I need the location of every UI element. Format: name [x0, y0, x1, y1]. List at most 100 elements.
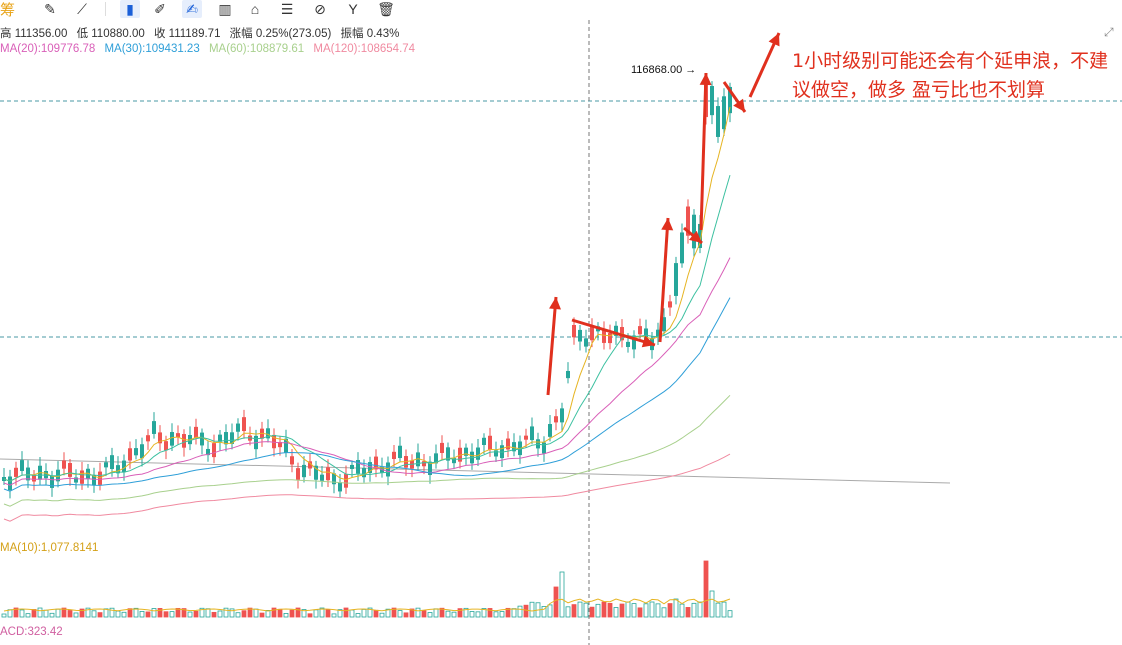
candle-body	[62, 460, 66, 469]
fullscreen-icon[interactable]: ⤢	[1104, 25, 1114, 39]
candle-body	[8, 476, 12, 491]
draw-tool-icon[interactable]: ⟋	[77, 0, 87, 17]
candle-body	[440, 442, 444, 453]
candle-body	[80, 470, 84, 484]
candle-body	[554, 416, 558, 423]
filter-icon[interactable]: Y	[348, 1, 358, 17]
ma-info-row: MA(20):109776.78 MA(30):109431.23 MA(60)…	[0, 43, 421, 55]
volume-bar	[391, 607, 397, 618]
candle-body	[482, 437, 486, 445]
annotation-arrowhead	[549, 297, 562, 310]
candle-body	[290, 456, 294, 465]
ohlc-info-row: 高 111356.00 低 110880.00 收 111189.71 涨幅 0…	[0, 25, 405, 41]
candle-body	[200, 432, 204, 446]
candle-body	[614, 325, 618, 336]
volume-bar	[109, 607, 115, 618]
volume-bar	[7, 609, 13, 618]
candle-body	[32, 475, 36, 482]
volume-bar	[601, 601, 607, 618]
volume-bar	[595, 603, 601, 618]
volume-bar	[139, 610, 145, 618]
candle-body	[572, 324, 576, 338]
trading-label: 筹	[0, 2, 16, 19]
candle-body	[716, 106, 720, 137]
annotation-arrow	[571, 318, 656, 347]
volume-bar	[127, 608, 133, 618]
volume-bar	[133, 607, 139, 618]
volume-bar	[97, 612, 103, 618]
candle-body	[434, 453, 438, 464]
high-value: 高 111356.00	[0, 28, 68, 40]
candle-body	[644, 328, 648, 341]
candle-body	[416, 452, 420, 467]
volume-ma-label: MA(10):1,077.8141	[0, 542, 99, 554]
candle-body	[446, 447, 450, 461]
volume-bar	[613, 607, 619, 618]
volume-bar	[289, 609, 295, 618]
candle-body	[602, 329, 606, 343]
volume-bar	[439, 607, 445, 618]
volume-bar	[343, 607, 349, 618]
candle-body	[242, 417, 246, 432]
candle-body	[722, 96, 726, 130]
ma30-line	[3, 297, 731, 492]
macd-label: ACD:323.42	[0, 626, 63, 638]
volume-bar	[643, 603, 649, 618]
volume-bar	[271, 607, 277, 618]
volume-bar	[655, 603, 661, 618]
volume-bar	[349, 609, 355, 618]
volume-bar	[679, 603, 685, 618]
volume-bar	[1, 613, 7, 618]
volume-bar	[217, 610, 223, 618]
link-icon[interactable]: ⊘	[314, 0, 326, 17]
volume-bar	[409, 608, 415, 618]
ma120-line	[3, 453, 731, 522]
volume-bar	[265, 610, 271, 618]
volume-bar	[211, 611, 217, 618]
brush-icon[interactable]: ✍	[182, 0, 202, 18]
candle-body	[68, 463, 72, 477]
candle-type-icon[interactable]: ▥	[218, 0, 232, 17]
candle-body	[728, 86, 732, 114]
bookmark-icon[interactable]: ▮	[120, 0, 140, 18]
ma30-value: MA(30):109431.23	[104, 43, 200, 55]
candle-body	[680, 232, 684, 264]
note-tool-icon[interactable]: ✎	[44, 0, 56, 17]
volume-bar	[487, 608, 493, 618]
candle-body	[710, 86, 714, 116]
volume-bar	[553, 586, 559, 618]
candle-body	[338, 482, 342, 492]
volume-bar	[145, 611, 151, 618]
amplitude-value: 振幅 0.43%	[340, 28, 400, 40]
candle-body	[692, 214, 696, 249]
template-icon[interactable]: ☰	[280, 0, 294, 17]
candle-body	[656, 329, 660, 337]
candle-body	[662, 317, 666, 332]
volume-bar	[13, 607, 19, 618]
volume-bar	[205, 608, 211, 618]
volume-bar	[637, 607, 643, 618]
volume-bar	[367, 607, 373, 618]
candle-body	[584, 338, 588, 347]
annotation-arrowhead	[661, 218, 674, 231]
candle-body	[302, 464, 306, 478]
trash-icon[interactable]: 🗑	[377, 0, 395, 17]
candle-body	[608, 333, 612, 344]
volume-bar	[301, 609, 307, 618]
volume-bar	[523, 604, 529, 618]
indicator-icon[interactable]: ⌂	[250, 1, 260, 17]
ruler-icon[interactable]: ✐	[154, 0, 166, 17]
candle-body	[14, 467, 18, 477]
candle-body	[50, 475, 54, 488]
volume-bar	[19, 609, 25, 618]
volume-bar	[61, 607, 67, 618]
volume-bar	[451, 611, 457, 618]
annotation-arrowhead	[699, 73, 712, 86]
candle-body	[272, 434, 276, 449]
candle-body	[86, 468, 90, 479]
trend-line	[0, 458, 951, 484]
candle-body	[668, 301, 672, 308]
volume-bar	[307, 613, 313, 618]
candle-body	[428, 461, 432, 475]
